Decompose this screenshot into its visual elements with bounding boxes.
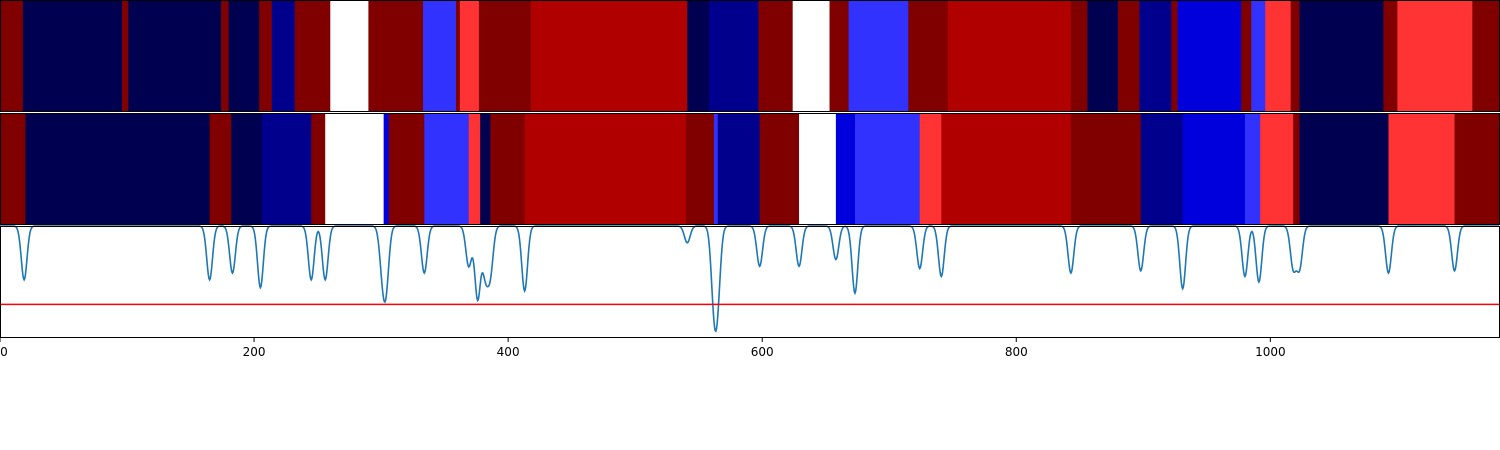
heatmap-cell	[330, 0, 369, 112]
heatmap-cell	[919, 113, 942, 225]
heatmap-cell	[228, 0, 260, 112]
heatmap-cell	[121, 0, 129, 112]
heatmap-cell	[759, 113, 800, 225]
heatmap-cell	[1260, 113, 1294, 225]
heatmap-cell	[524, 113, 687, 225]
heatmap-cell	[261, 113, 312, 225]
heatmap-cell	[854, 113, 921, 225]
heatmap-cell	[1383, 0, 1398, 112]
heatmap-cell	[792, 0, 830, 112]
heatmap-cell	[294, 0, 331, 112]
heatmap-cell	[799, 113, 837, 225]
heatmap-cell	[1182, 113, 1246, 225]
heatmap-cell	[848, 0, 909, 112]
heatmap-cell	[490, 113, 526, 225]
heatmap-cell	[1472, 0, 1500, 112]
heatmap-cell	[0, 0, 24, 112]
heatmap-cell	[325, 113, 385, 225]
heatmap-track-middle	[0, 113, 1500, 225]
heatmap-cell	[368, 0, 424, 112]
heatmap-cell	[717, 113, 761, 225]
heatmap-cell	[22, 0, 123, 112]
heatmap-cell	[383, 113, 390, 225]
heatmap-cell	[25, 113, 211, 225]
heatmap-cell	[708, 0, 759, 112]
signal-line	[0, 225, 1499, 333]
heatmap-cell	[713, 113, 719, 225]
heatmap-cell	[1251, 0, 1266, 112]
heatmap-cell	[478, 0, 532, 112]
heatmap-cell	[423, 0, 457, 112]
heatmap-cell	[687, 0, 710, 112]
heatmap-cell	[231, 113, 263, 225]
heatmap-cell	[221, 0, 230, 112]
x-tick-label: 200	[243, 345, 266, 359]
heatmap-cell	[1139, 0, 1172, 112]
heatmap-cell	[0, 113, 26, 225]
heatmap-cell	[829, 0, 849, 112]
heatmap-cell	[128, 0, 222, 112]
heatmap-cell	[1140, 113, 1184, 225]
heatmap-cell	[758, 0, 794, 112]
x-tick-label: 800	[1005, 345, 1028, 359]
heatmap-cell	[1117, 0, 1140, 112]
x-tick-label: 400	[497, 345, 520, 359]
heatmap-cell	[1290, 0, 1300, 112]
heatmap-cell	[480, 113, 491, 225]
heatmap-cell	[271, 0, 296, 112]
heatmap-cell	[1241, 0, 1252, 112]
heatmap-cell	[424, 113, 470, 225]
heatmap-cell	[1454, 113, 1500, 225]
x-tick-label: 1000	[1255, 345, 1286, 359]
heatmap-cell	[1087, 0, 1119, 112]
heatmap-cell	[1265, 0, 1292, 112]
heatmap-cell	[941, 113, 1072, 225]
heatmap-cell	[1293, 113, 1300, 225]
heatmap-cell	[1388, 113, 1455, 225]
heatmap-cell	[947, 0, 1072, 112]
x-tick-label: 0	[0, 345, 8, 359]
heatmap-cell	[1299, 113, 1389, 225]
heatmap-track-top	[0, 0, 1500, 112]
heatmap-cell	[1171, 0, 1179, 112]
x-axis: 0 200 400 600 800 1000	[0, 338, 1286, 359]
heatmap-cell	[685, 113, 715, 225]
panel-frame	[0, 226, 1500, 338]
heatmap-cell	[259, 0, 273, 112]
x-tick-label: 600	[751, 345, 774, 359]
heatmap-cell	[1299, 0, 1384, 112]
heatmap-cell	[468, 113, 481, 225]
heatmap-cell	[1070, 113, 1142, 225]
heatmap-cell	[1177, 0, 1242, 112]
heatmap-cell	[209, 113, 232, 225]
heatmap-cell	[835, 113, 856, 225]
heatmap-cell	[908, 0, 949, 112]
heatmap-cell	[388, 113, 425, 225]
heatmap-cell	[459, 0, 480, 112]
heatmap-cell	[311, 113, 326, 225]
heatmap-cell	[531, 0, 688, 112]
signal-panel	[0, 225, 1500, 338]
heatmap-cell	[1244, 113, 1261, 225]
heatmap-cell	[456, 0, 461, 112]
heatmap-cell	[1070, 0, 1088, 112]
heatmap-cell	[1397, 0, 1473, 112]
